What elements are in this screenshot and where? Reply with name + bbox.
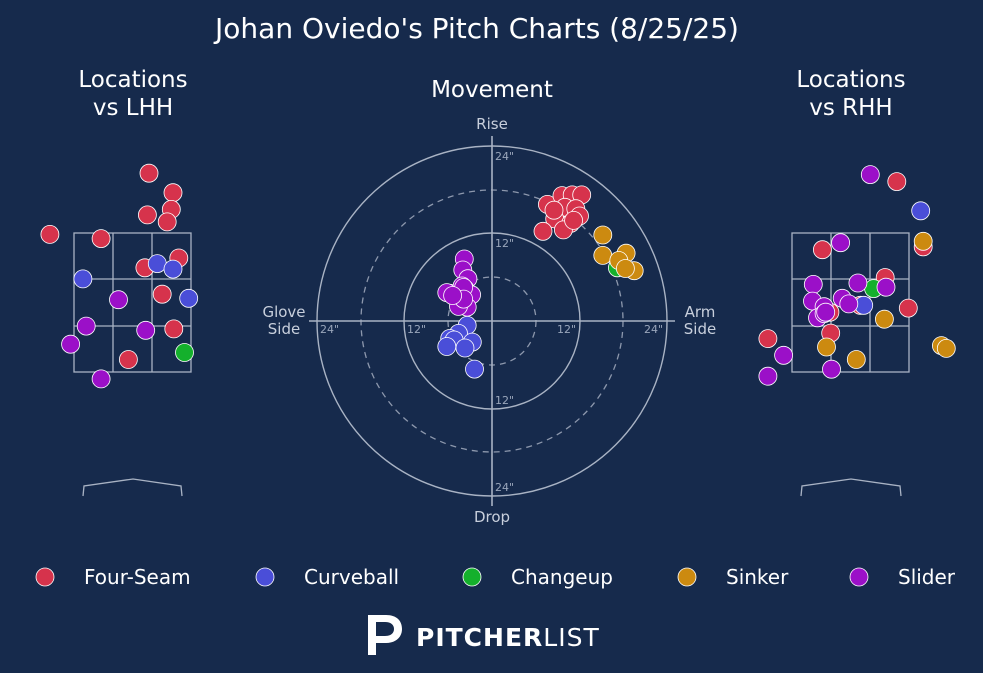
figure-title: Johan Oviedo's Pitch Charts (8/25/25): [213, 12, 739, 45]
lhh-point-four-seam: [157, 212, 177, 232]
legend-label-four-seam: Four-Seam: [84, 565, 191, 589]
rhh-point-sinker: [875, 309, 894, 329]
movement-grid: [309, 136, 675, 506]
lhh-point-curveball: [163, 259, 183, 279]
movement-point-curveball: [437, 337, 457, 356]
rhh-point-four-seam: [813, 240, 832, 260]
rhh-point-slider: [876, 277, 896, 297]
lhh-point-four-seam: [163, 183, 183, 203]
rhh-point-slider: [822, 359, 841, 379]
lhh-point-four-seam: [152, 284, 172, 304]
rhh-point-slider: [860, 165, 880, 185]
legend-label-changeup: Changeup: [511, 565, 613, 589]
lhh-point-slider: [109, 290, 128, 310]
ring-label-bottom-12: 12": [495, 394, 514, 407]
movement-point-sinker: [593, 245, 613, 265]
rhh-point-curveball: [911, 201, 931, 221]
legend-marker-four-seam: [35, 567, 55, 587]
movement-point-sinker: [616, 259, 635, 278]
movement-label-glove-2: Side: [268, 320, 300, 338]
lhh-point-slider: [61, 334, 80, 354]
pitcherlist-logo: PITCHERLIST: [368, 615, 600, 655]
legend-label-sinker: Sinker: [726, 565, 789, 589]
pitcherlist-wordmark: PITCHERLIST: [416, 623, 600, 652]
ring-label-right-12: 12": [557, 323, 576, 336]
rhh-point-slider: [758, 366, 778, 386]
lhh-points: [40, 163, 199, 389]
pitcherlist-logo-icon: [368, 615, 402, 655]
rhh-point-slider: [839, 294, 859, 314]
ring-label-left-12: 12": [407, 323, 426, 336]
movement-point-four-seam: [564, 210, 583, 230]
lhh-title-line1: Locations: [78, 67, 187, 93]
lhh-home-plate: [82, 478, 183, 497]
movement-point-slider: [443, 286, 463, 305]
rhh-point-slider: [774, 345, 793, 365]
legend-marker-changeup: [462, 567, 482, 587]
legend-marker-sinker: [677, 567, 697, 587]
ring-label-top-24: 24": [495, 150, 514, 163]
rhh-point-sinker: [913, 231, 933, 251]
movement-point-four-seam: [533, 221, 553, 241]
rhh-point-sinker: [817, 337, 836, 357]
ring-label-top-12: 12": [495, 237, 514, 250]
lhh-point-four-seam: [91, 229, 111, 249]
movement-point-curveball: [455, 338, 475, 358]
legend-marker-curveball: [255, 567, 275, 587]
lhh-point-changeup: [175, 343, 194, 362]
rhh-point-sinker: [936, 338, 956, 358]
movement-label-glove-1: Glove: [262, 303, 305, 321]
lhh-point-slider: [136, 320, 156, 340]
rhh-point-slider: [831, 233, 850, 253]
lhh-point-four-seam: [164, 319, 184, 339]
movement-label-rise: Rise: [476, 115, 508, 133]
rhh-point-sinker: [846, 350, 866, 369]
rhh-point-four-seam: [898, 298, 918, 318]
lhh-title-line2: vs LHH: [93, 95, 173, 121]
movement-title: Movement: [431, 77, 553, 103]
movement-point-curveball: [465, 359, 484, 379]
rhh-points: [758, 165, 956, 386]
rhh-title-line1: Locations: [796, 67, 905, 93]
movement-label-arm-2: Side: [684, 320, 716, 338]
rhh-point-slider: [816, 302, 836, 322]
rhh-point-slider: [803, 274, 823, 294]
rhh-point-slider: [848, 273, 868, 293]
lhh-point-four-seam: [139, 163, 159, 183]
movement-point-four-seam: [544, 200, 564, 220]
legend-label-curveball: Curveball: [304, 565, 399, 589]
rhh-title-line2: vs RHH: [809, 95, 892, 121]
ring-label-left-24: 24": [320, 323, 339, 336]
ring-label-bottom-24: 24": [495, 481, 514, 494]
ring-label-right-24: 24": [644, 323, 663, 336]
lhh-point-slider: [76, 316, 96, 336]
lhh-point-four-seam: [40, 224, 60, 244]
movement-point-sinker: [593, 225, 613, 245]
lhh-point-four-seam: [118, 350, 138, 369]
legend-marker-slider: [849, 567, 869, 587]
rhh-home-plate: [800, 478, 902, 497]
legend-label-slider: Slider: [898, 565, 956, 589]
movement-points: [437, 185, 644, 379]
rhh-point-four-seam: [758, 329, 778, 349]
movement-label-arm-1: Arm: [685, 303, 716, 321]
lhh-point-slider: [91, 369, 111, 389]
legend: Four-Seam Curveball Changeup Sinker Slid…: [35, 565, 956, 589]
lhh-point-four-seam: [137, 205, 157, 225]
lhh-point-curveball: [179, 288, 199, 308]
movement-label-drop: Drop: [474, 508, 510, 526]
lhh-point-curveball: [147, 254, 167, 274]
lhh-point-curveball: [73, 269, 93, 289]
rhh-point-four-seam: [887, 172, 907, 192]
